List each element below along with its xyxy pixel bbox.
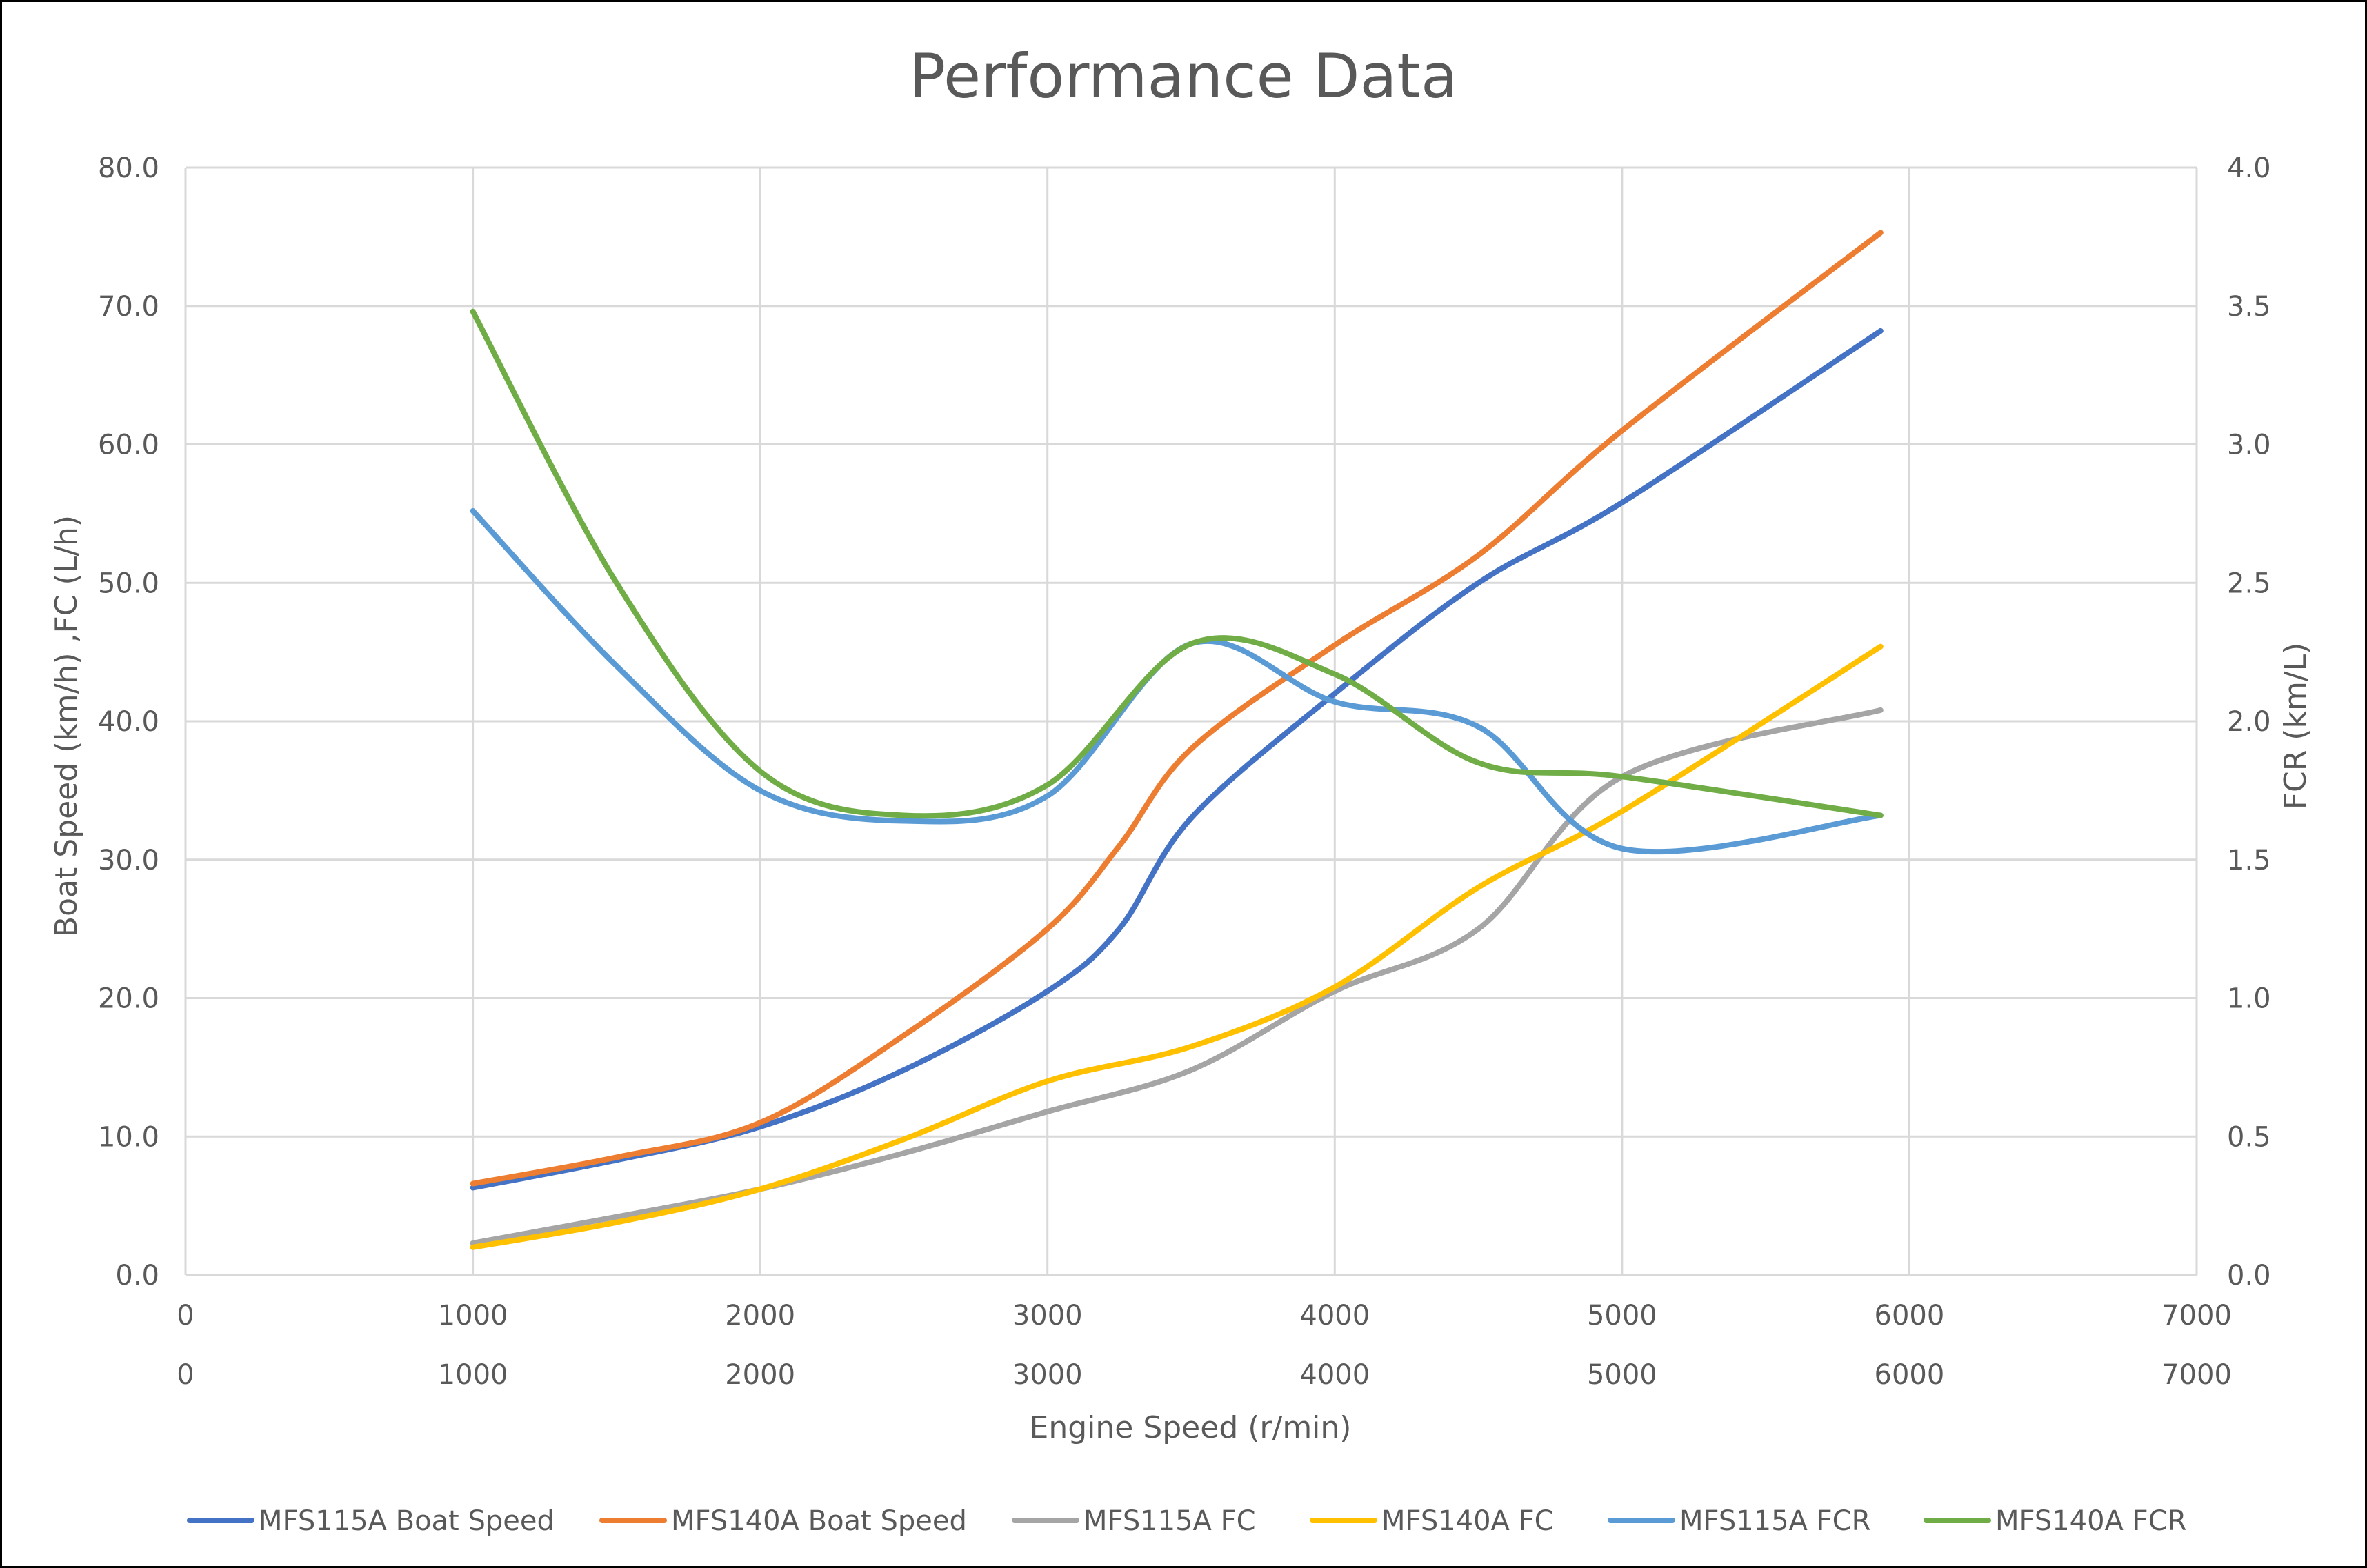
gridlines (184, 166, 2198, 1276)
legend-label-mfs140a-fc: MFS140A FC (1381, 1505, 1554, 1537)
y-tick-label: 60.0 (98, 430, 159, 461)
legend: MFS115A Boat Speed MFS140A Boat Speed MFS1… (187, 1505, 2186, 1537)
y2-axis-title: FCR (km/L) (2278, 643, 2313, 810)
y-tick-label: 40.0 (98, 706, 159, 738)
legend-label-mfs115a-boat-speed: MFS115A Boat Speed (259, 1505, 555, 1537)
y-tick-label: 10.0 (98, 1121, 159, 1153)
series-line-mfs140a-fcr (470, 308, 1884, 819)
x-tick-label: 5000 (1587, 1300, 1657, 1331)
series-line-mfs140a-boat-speed (470, 230, 1884, 1187)
x-tick-label-secondary: 0 (177, 1359, 194, 1391)
x-tick-label: 6000 (1875, 1300, 1945, 1331)
y2-tick-label: 2.5 (2227, 567, 2271, 599)
x-tick-label: 2000 (725, 1300, 795, 1331)
x-tick-label-secondary: 1000 (438, 1359, 508, 1391)
y2-tick-label: 4.0 (2227, 152, 2271, 184)
x-tick-label: 0 (177, 1300, 194, 1331)
y-tick-label: 20.0 (98, 983, 159, 1015)
legend-label-mfs115a-fcr: MFS115A FCR (1679, 1505, 1870, 1537)
legend-label-mfs115a-fc: MFS115A FC (1083, 1505, 1256, 1537)
series-line-mfs140a-fc (470, 643, 1884, 1250)
y-tick-label: 70.0 (98, 291, 159, 323)
x-tick-label-secondary: 4000 (1299, 1359, 1370, 1391)
y2-tick-label: 0.0 (2227, 1260, 2271, 1291)
chart-title: Performance Data (909, 41, 1458, 112)
x-tick-label: 4000 (1299, 1300, 1370, 1331)
y2-tick-label: 2.0 (2227, 706, 2271, 738)
y-tick-label: 0.0 (115, 1260, 159, 1291)
x-tick-label: 1000 (438, 1300, 508, 1331)
y2-tick-label: 0.5 (2227, 1121, 2271, 1153)
x-tick-label-secondary: 5000 (1587, 1359, 1657, 1391)
series-line-mfs115a-fc (470, 707, 1884, 1246)
x-tick-label-secondary: 2000 (725, 1359, 795, 1391)
x-axis-title: Engine Speed (r/min) (1030, 1410, 1352, 1445)
y2-tick-label: 3.5 (2227, 291, 2271, 323)
legend-label-mfs140a-fcr: MFS140A FCR (1995, 1505, 2186, 1537)
x-tick-label-secondary: 7000 (2161, 1359, 2232, 1391)
y-tick-label: 30.0 (98, 845, 159, 876)
y2-tick-label: 1.5 (2227, 845, 2271, 876)
y-tick-label: 50.0 (98, 567, 159, 599)
y-tick-label: 80.0 (98, 152, 159, 184)
axes: 0.0 10.0 20.0 30.0 40.0 50.0 60.0 70.0 80.0 0.0 0.… (98, 152, 2271, 1391)
x-tick-label-secondary: 3000 (1012, 1359, 1083, 1391)
x-tick-label-secondary: 6000 (1875, 1359, 1945, 1391)
y2-tick-label: 3.0 (2227, 430, 2271, 461)
x-tick-label: 3000 (1012, 1300, 1083, 1331)
legend-label-mfs140a-boat-speed: MFS140A Boat Speed (671, 1505, 967, 1537)
x-tick-label: 7000 (2161, 1300, 2232, 1331)
y2-tick-label: 1.0 (2227, 983, 2271, 1015)
series-lines (470, 230, 1884, 1250)
y-axis-title: Boat Speed (km/h) ,FC (L/h) (49, 515, 84, 937)
